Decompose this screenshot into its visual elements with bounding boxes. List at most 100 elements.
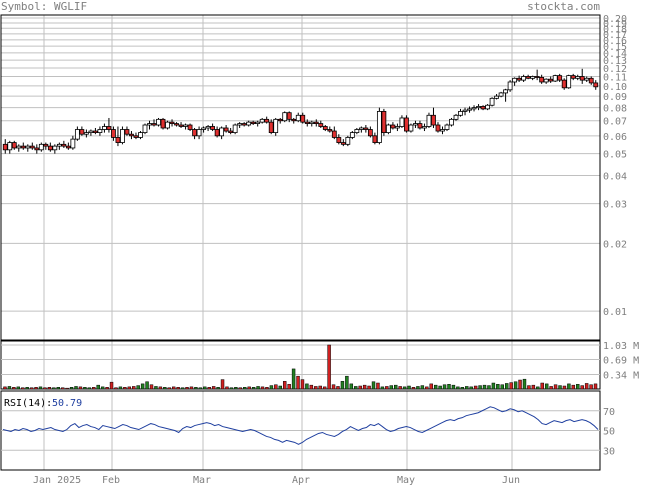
candle-body-up (102, 126, 107, 130)
volume-bar (269, 385, 274, 390)
month-label: May (397, 475, 415, 486)
candle (246, 120, 252, 127)
candle (593, 80, 599, 90)
candle-body-up (566, 75, 572, 89)
volume-bar (456, 386, 460, 390)
candle-body-down (34, 147, 40, 151)
candle (309, 120, 315, 127)
candle-body-up (444, 124, 450, 130)
volume-bar (163, 387, 167, 390)
candle (485, 104, 490, 111)
candle-body-down (93, 130, 98, 134)
candle-body-up (183, 124, 188, 127)
volume-bar (154, 386, 158, 390)
volume-bar (60, 387, 65, 390)
volume-bar (354, 386, 358, 390)
candle-body-up (88, 130, 94, 134)
price-tick-label: 0.19 (603, 19, 627, 30)
candle (210, 123, 216, 132)
volume-bar (123, 387, 127, 390)
candle-body-up (385, 124, 391, 134)
candle-body-up (575, 76, 581, 79)
candle (219, 126, 225, 140)
volume-bar (571, 384, 576, 390)
candle (372, 132, 378, 145)
volume-bar (278, 385, 282, 390)
candle-body-down (417, 123, 423, 129)
candle-body-down (174, 123, 179, 126)
price-tick-label: 0.03 (603, 200, 627, 211)
candle (327, 126, 333, 133)
candle (570, 73, 576, 81)
candle (124, 126, 130, 136)
volume-bar (92, 387, 96, 390)
volume-bar (447, 384, 451, 390)
candle-body-down (124, 129, 130, 135)
candle (156, 117, 161, 127)
candle-body-down (548, 78, 554, 82)
candle (552, 74, 558, 82)
candle-body-up (426, 114, 432, 127)
rsi-label: RSI(14): (4, 398, 52, 409)
candle (241, 122, 247, 127)
volume-bar (496, 384, 500, 390)
candle (376, 107, 382, 145)
volume-bar (314, 386, 318, 390)
candle (250, 120, 256, 126)
candle (169, 119, 175, 127)
rsi-tick-label: 50 (603, 427, 615, 438)
candle (431, 107, 436, 128)
candle-body-up (552, 75, 558, 82)
candle (93, 127, 98, 135)
volume-bar (531, 384, 536, 390)
candle-body-down (115, 137, 121, 143)
volume-bar (469, 386, 473, 390)
volume-bar (491, 382, 496, 390)
price-tick-label: 0.20 (603, 14, 627, 25)
volume-bar (527, 385, 531, 390)
candle-body-down (390, 124, 396, 129)
candle-body-down (65, 145, 71, 149)
volume-bar (180, 387, 185, 390)
candle-body-up (309, 121, 315, 124)
candle (304, 119, 310, 127)
candle-body-down (480, 106, 486, 110)
volume-bar (16, 386, 21, 390)
candle (354, 127, 360, 135)
candle-body-down (431, 114, 436, 126)
candle (543, 78, 549, 84)
candle-body-down (561, 79, 567, 89)
volume-tick-label: 0.34 M (603, 370, 639, 381)
candle-body-up (120, 129, 125, 143)
candle-body-down (210, 126, 216, 130)
candle-body-up (498, 92, 504, 97)
candle (467, 106, 472, 113)
candle-body-up (471, 107, 477, 110)
month-label: Jan 2025 (33, 475, 81, 486)
volume-bar (247, 386, 251, 390)
volume-bar (513, 381, 518, 390)
candle-body-up (376, 111, 382, 143)
candle (579, 68, 585, 84)
candle (201, 126, 206, 133)
volume-bar (216, 387, 220, 390)
price-tick-label: 0.06 (603, 132, 627, 143)
candle (440, 126, 445, 135)
candle-body-down (187, 124, 193, 130)
candle (584, 76, 590, 82)
volume-bar (167, 387, 171, 390)
candle-body-up (282, 112, 288, 122)
volume-bar (358, 385, 362, 390)
candle-body-down (250, 121, 256, 124)
volume-bar (234, 387, 238, 390)
candle-body-up (16, 145, 22, 149)
volume-bar (52, 387, 56, 390)
volume-bar (589, 384, 593, 390)
price-tick-label: 0.08 (603, 104, 627, 115)
candle-body-up (507, 81, 513, 91)
candle (56, 142, 62, 150)
volume-bar (29, 387, 34, 390)
candle (408, 123, 414, 133)
volume-bar (260, 386, 265, 390)
volume-bar (194, 387, 198, 390)
